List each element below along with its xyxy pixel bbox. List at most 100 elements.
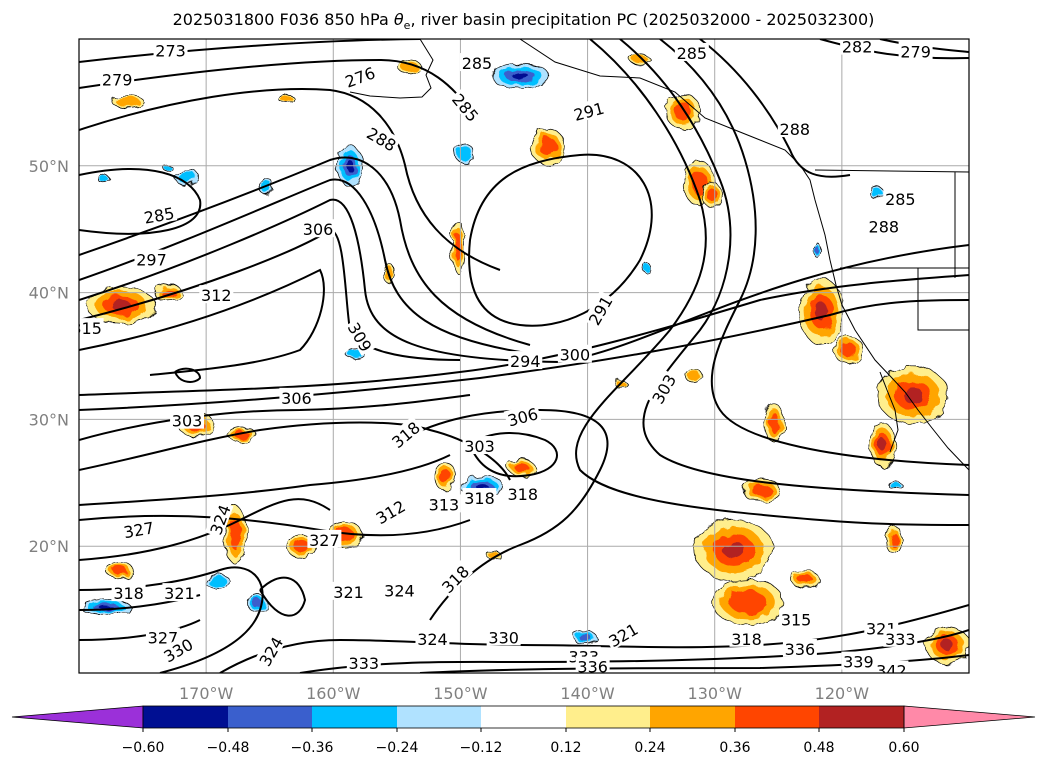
precip-cell [941,639,954,651]
contour-label: 294 [508,351,543,371]
contour-label: 282 [840,38,875,57]
contour-label: 300 [557,344,592,365]
contour-value: 288 [869,218,900,237]
contour-label-bg [575,656,610,673]
colorbar-segment [735,706,819,728]
contour-label-bg [883,628,918,647]
contour-label-bg [346,652,381,671]
colorbar-segment [819,706,904,728]
contour-value: 318 [507,485,538,504]
contour-label: 288 [777,119,812,139]
contour-label-bg [448,88,485,126]
contour-label: 327 [307,529,342,550]
contour-label-bg [301,219,336,238]
contour-label-bg [841,651,876,670]
contour-label-bg [415,628,450,647]
contour-value: 288 [780,120,811,139]
contour-label: 327 [145,627,180,647]
precip-cell [644,264,651,273]
precip-cell [177,170,197,184]
contour-label-bg [120,516,157,541]
precip-cell [207,576,228,588]
title-prefix: 2025031800 F036 850 hPa [172,10,394,29]
precip-cell [889,532,899,548]
contour-label-bg [100,69,135,88]
map-title: 2025031800 F036 850 hPa θe, river basin … [0,10,1047,32]
latitude-label: 50°N [29,157,69,176]
colorbar-tick-label: 0.24 [634,740,665,756]
contour-label: 333 [883,628,918,649]
contour-label-bg [462,488,497,507]
precip-cell [347,349,363,358]
precip-cell [815,247,820,255]
precip-cell [112,566,127,575]
contour-label: 315 [779,609,814,630]
precip-cell [722,541,745,559]
longitude-labels: 170°W 160°W 150°W 140°W 130°W 120°W [179,684,869,703]
contour-label: 318 [111,583,146,603]
contour-label-bg [253,631,287,671]
contour-label-bg [79,318,104,337]
longitude-label: 150°W [433,684,488,703]
precip-cell [729,590,767,614]
contour-label: 321 [331,581,366,602]
colorbar-segment [650,706,735,728]
precip-cell [512,72,529,80]
contour-value: 282 [842,38,873,57]
precip-cell [457,145,472,161]
precip-cell [115,96,140,106]
precip-cell [903,387,924,404]
contour-label-bg [866,216,901,235]
colorbar-tick-label: 0.60 [888,740,919,756]
contour-label: 312 [199,285,234,305]
longitude-label: 160°W [306,684,361,703]
contour-value: 315 [71,319,102,338]
contour-value: 303 [464,437,495,456]
contour-label-bg [162,583,197,602]
contour-value: 324 [384,582,415,601]
contour-value: 333 [349,654,380,673]
contour-value: 285 [885,190,916,209]
contour-label-bg [279,387,314,406]
precip-cell [769,413,780,434]
contour-label: 315 [71,318,104,338]
colorbar-frame [142,705,905,729]
coastline [349,39,969,471]
colorbar-extend-max [903,705,1036,729]
contour-label-bg [646,369,680,408]
colorbar-segment [228,706,312,728]
contour-label: 342 [874,660,909,673]
precip-cell [539,137,558,157]
contour-value: 285 [462,54,493,73]
theta-subscript: e [403,19,411,33]
contour-label-bg [386,416,424,452]
contour-label-bg [199,285,234,304]
contour-label-bg [307,529,342,548]
contour-label: 303 [170,410,205,431]
contour-label-bg [486,627,521,646]
contour-label-bg [158,633,197,666]
contour-value: 273 [155,41,186,60]
contour-label: 285 [459,53,494,73]
colorbar-extend-min [11,705,144,729]
contour-label-bg [436,560,474,597]
contour-label-bg [505,484,540,503]
colorbar-tick-label: −0.48 [207,740,250,756]
contour-label-bg [874,660,909,673]
longitude-label: 120°W [815,684,870,703]
contour-value: 306 [303,220,334,239]
contour-label-bg [503,402,542,429]
contour-label-bg [557,344,592,363]
contour-label: 279 [100,69,135,90]
longitude-label: 170°W [179,684,234,703]
contour-label-bg [459,53,494,72]
longitude-label: 140°W [560,684,615,703]
contour-label-bg [170,410,205,429]
contour-label-bg [569,97,608,124]
colorbar-tick-label: 0.36 [719,740,750,756]
contour-label: 318 [462,488,497,508]
contour-label: 297 [134,249,169,270]
contour-label-bg [462,436,497,455]
contour-label-bg [204,500,234,539]
contour-value: 294 [510,352,541,371]
